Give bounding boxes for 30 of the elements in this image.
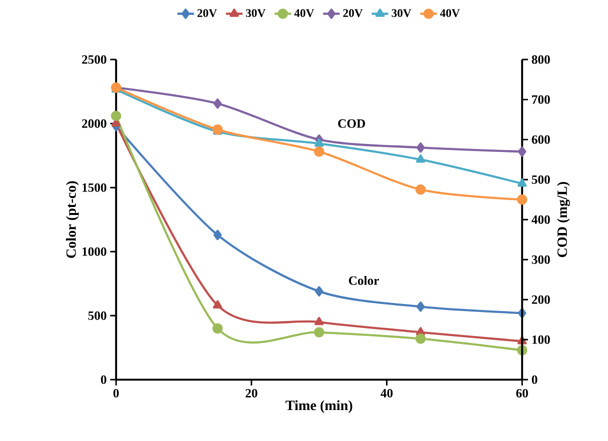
legend-label: 40V bbox=[440, 9, 460, 18]
annotation: COD bbox=[338, 119, 366, 128]
x-tick-label: 40 bbox=[380, 388, 393, 398]
y-tick-label: 500 bbox=[88, 311, 106, 320]
y2-tick-label: 500 bbox=[532, 175, 550, 184]
legend-label: 20V bbox=[197, 9, 217, 18]
y-tick-label: 2000 bbox=[82, 119, 106, 128]
x-tick-label: 0 bbox=[113, 388, 119, 398]
legend-label: 40V bbox=[294, 9, 314, 18]
legend-label: 30V bbox=[392, 9, 412, 18]
y2-tick-label: 0 bbox=[532, 375, 538, 384]
x-axis-title: Time (min) bbox=[286, 400, 352, 413]
y2-tick-label: 800 bbox=[532, 55, 550, 64]
x-tick-label: 20 bbox=[246, 388, 258, 398]
y-tick-label: 0 bbox=[100, 375, 106, 384]
y2-tick-label: 200 bbox=[532, 295, 550, 304]
y-tick-label: 1500 bbox=[82, 183, 106, 192]
y2-tick-label: 400 bbox=[532, 215, 550, 224]
annotation: Color bbox=[348, 276, 379, 285]
y2-axis-title: COD (mg/L) bbox=[557, 182, 570, 258]
y2-tick-label: 600 bbox=[532, 135, 550, 144]
legend-label: 30V bbox=[246, 9, 266, 18]
y2-tick-label: 300 bbox=[532, 255, 550, 264]
x-tick-label: 60 bbox=[516, 388, 528, 398]
y-tick-label: 2500 bbox=[82, 55, 106, 64]
y-tick-label: 1000 bbox=[82, 247, 106, 256]
y2-tick-label: 700 bbox=[532, 95, 550, 104]
y-axis-title: Color (pt-co) bbox=[66, 181, 79, 258]
y2-tick-label: 100 bbox=[532, 335, 550, 344]
legend-label: 20V bbox=[343, 9, 363, 18]
